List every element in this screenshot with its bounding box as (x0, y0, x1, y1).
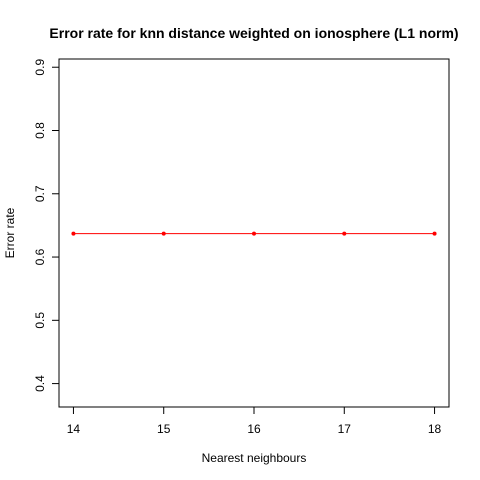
y-tick-label: 0.4 (33, 375, 47, 392)
data-point (252, 231, 256, 236)
data-point (342, 231, 347, 236)
y-axis: 0.4 0.5 0.6 0.7 0.8 0.9 (33, 59, 60, 392)
x-tick-label: 14 (67, 422, 81, 436)
data-point (161, 231, 166, 236)
x-tick-label: 18 (428, 422, 442, 436)
chart-title: Error rate for knn distance weighted on … (49, 25, 458, 41)
x-tick-label: 15 (157, 422, 171, 436)
y-tick-label: 0.8 (33, 122, 47, 139)
y-tick-label: 0.5 (33, 312, 47, 329)
y-tick-label: 0.7 (33, 185, 47, 202)
y-tick-label: 0.6 (33, 248, 47, 265)
x-axis-label: Nearest neighbours (202, 451, 307, 465)
x-tick-label: 16 (247, 422, 261, 436)
series-layer (71, 231, 437, 236)
data-point (432, 231, 437, 236)
data-point (71, 231, 76, 236)
y-tick-label: 0.9 (33, 59, 47, 76)
x-tick-label: 17 (338, 422, 352, 436)
y-axis-label: Error rate (3, 207, 17, 258)
x-axis: 14 15 16 17 18 (67, 406, 442, 436)
